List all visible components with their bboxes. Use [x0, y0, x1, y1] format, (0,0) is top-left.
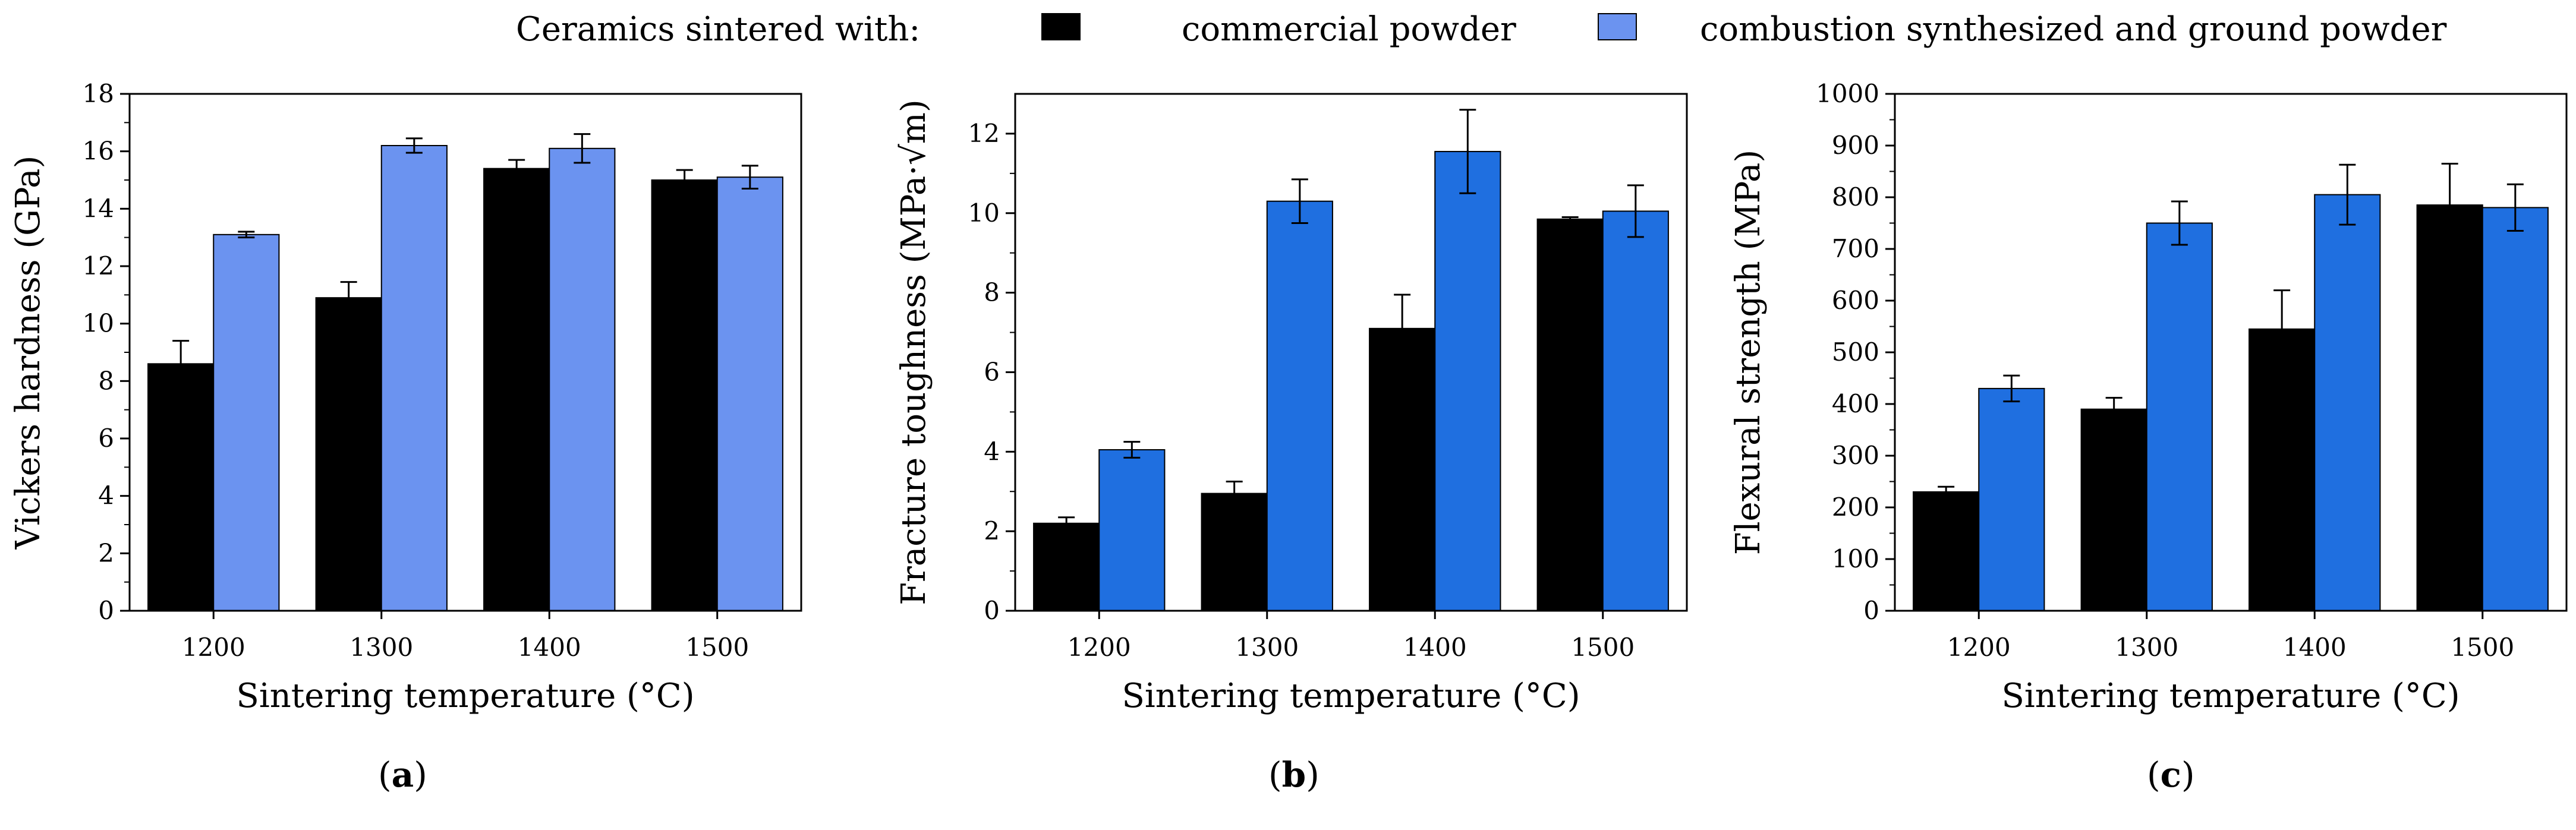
y-tick-label: 4 — [984, 437, 1000, 466]
bar-commercial-1200 — [1033, 522, 1100, 611]
bar-commercial-1500 — [651, 179, 718, 611]
bar-combustion-1300 — [1266, 200, 1333, 611]
bar-commercial-1300 — [1201, 493, 1268, 611]
y-tick-label: 12 — [968, 119, 1000, 148]
bar-combustion-1500 — [2481, 207, 2549, 611]
bar-commercial-1500 — [2416, 204, 2483, 611]
y-tick-label: 2 — [98, 538, 114, 567]
x-tick-label: 1200 — [182, 633, 245, 662]
bar-combustion-1400 — [2314, 194, 2381, 611]
legend: Ceramics sintered with: commercial powde… — [0, 0, 2576, 65]
panel-label-a: (a) — [378, 755, 427, 795]
panel-label-c: (c) — [2147, 755, 2195, 795]
y-tick-label: 2 — [984, 516, 1000, 545]
y-tick-label: 10 — [968, 198, 1000, 228]
plot-frame — [1014, 93, 1688, 612]
bar-combustion-1200 — [1978, 387, 2045, 612]
y-tick-label: 6 — [984, 357, 1000, 386]
y-tick-label: 18 — [83, 79, 114, 108]
y-tick-label: 800 — [1832, 182, 1879, 212]
y-tick-label: 6 — [98, 424, 114, 453]
y-tick-label: 4 — [98, 481, 114, 510]
panel-letter: c — [2160, 755, 2181, 795]
bar-commercial-1200 — [147, 363, 215, 611]
bar-combustion-1200 — [213, 233, 280, 612]
x-tick-label: 1400 — [1403, 633, 1467, 662]
x-tick-label: 1500 — [1571, 633, 1635, 662]
bar-combustion-1400 — [1434, 151, 1501, 612]
legend-label-combustion: combustion synthesized and ground powder — [1700, 10, 2447, 49]
y-tick-label: 500 — [1832, 337, 1879, 367]
y-tick-label: 12 — [83, 251, 114, 280]
legend-label-commercial: commercial powder — [1182, 10, 1516, 49]
panel-label-b: (b) — [1268, 755, 1320, 795]
y-tick-label: 300 — [1832, 441, 1879, 470]
bar-combustion-1300 — [380, 145, 448, 611]
legend-swatch-combustion — [1598, 13, 1637, 40]
y-tick-label: 0 — [1863, 596, 1879, 625]
y-tick-label: 8 — [984, 278, 1000, 307]
legend-prefix: Ceramics sintered with: — [516, 10, 921, 49]
panel-open: ( — [378, 755, 392, 795]
y-tick-label: 0 — [984, 596, 1000, 625]
bar-commercial-1400 — [2249, 328, 2316, 611]
bar-commercial-1200 — [1913, 491, 1980, 612]
y-tick-label: 100 — [1832, 544, 1879, 573]
legend-swatch-commercial — [1041, 13, 1081, 40]
x-tick-label: 1200 — [1947, 633, 2011, 662]
y-tick-label: 1000 — [1816, 79, 1879, 108]
y-tick-label: 16 — [83, 137, 114, 166]
y-tick-label: 10 — [83, 309, 114, 338]
x-axis-title: Sintering temperature (°C) — [1122, 677, 1580, 715]
panel-letter: b — [1281, 755, 1306, 795]
y-axis-title: Flexural strength (MPa) — [1729, 150, 1768, 555]
bar-combustion-1300 — [2146, 222, 2213, 611]
x-tick-label: 1400 — [2283, 633, 2347, 662]
bar-combustion-1200 — [1098, 449, 1166, 611]
x-tick-label: 1500 — [685, 633, 749, 662]
y-tick-label: 14 — [83, 194, 114, 223]
y-tick-label: 700 — [1832, 234, 1879, 263]
bar-commercial-1400 — [1369, 327, 1436, 611]
y-axis-title: Vickers hardness (GPa) — [9, 156, 48, 550]
x-tick-label: 1300 — [1235, 633, 1299, 662]
panel-open: ( — [1268, 755, 1282, 795]
y-axis-title: Fracture toughness (MPa·√m) — [895, 99, 933, 605]
x-tick-label: 1500 — [2451, 633, 2514, 662]
x-axis-title: Sintering temperature (°C) — [236, 677, 694, 715]
x-tick-label: 1300 — [349, 633, 413, 662]
bar-combustion-1500 — [1602, 210, 1669, 611]
panel-close: ) — [2181, 755, 2195, 795]
y-tick-label: 200 — [1832, 493, 1879, 522]
bar-commercial-1500 — [1536, 218, 1604, 611]
y-tick-label: 600 — [1832, 286, 1879, 315]
y-tick-label: 400 — [1832, 389, 1879, 418]
y-tick-label: 0 — [98, 596, 114, 625]
panel-letter: a — [391, 755, 414, 795]
y-tick-label: 8 — [98, 366, 114, 395]
x-tick-label: 1300 — [2115, 633, 2178, 662]
bar-commercial-1300 — [2080, 408, 2147, 611]
bar-commercial-1300 — [315, 297, 382, 611]
panel-close: ) — [414, 755, 427, 795]
panel-open: ( — [2147, 755, 2161, 795]
bar-commercial-1400 — [483, 168, 550, 611]
y-tick-label: 900 — [1832, 131, 1879, 160]
panel-close: ) — [1306, 755, 1320, 795]
x-tick-label: 1400 — [518, 633, 581, 662]
bar-combustion-1500 — [716, 176, 783, 611]
x-axis-title: Sintering temperature (°C) — [2001, 677, 2460, 715]
x-tick-label: 1200 — [1067, 633, 1131, 662]
bar-combustion-1400 — [549, 147, 616, 612]
